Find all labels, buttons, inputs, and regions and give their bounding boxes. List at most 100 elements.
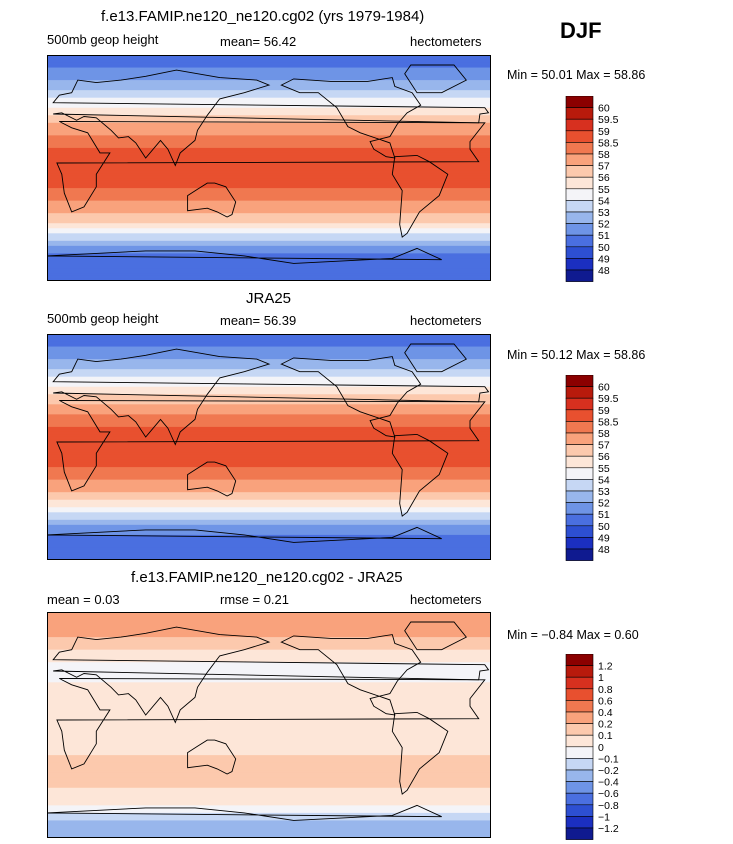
contour-band xyxy=(47,359,491,363)
contour-band xyxy=(47,238,491,242)
contour-band xyxy=(47,532,491,536)
contour-band xyxy=(47,381,491,385)
colorbar-swatch xyxy=(565,781,594,794)
contour-band xyxy=(47,692,491,696)
contour-band xyxy=(47,725,491,729)
colorbar-swatch xyxy=(565,234,594,248)
contour-band xyxy=(47,371,491,375)
contour-band xyxy=(47,489,491,493)
contour-band xyxy=(47,830,491,834)
contour-band xyxy=(47,223,491,227)
contour-band xyxy=(47,228,491,232)
contour-band xyxy=(47,157,491,162)
contour-band xyxy=(47,745,491,749)
contour-band xyxy=(47,709,491,714)
contour-band xyxy=(47,429,491,433)
contour-band xyxy=(47,100,491,104)
contour-band xyxy=(47,441,491,446)
contour-band xyxy=(47,411,491,415)
contour-band xyxy=(47,752,491,756)
contour-band xyxy=(47,699,491,703)
contour-band xyxy=(47,102,491,106)
contour-band xyxy=(47,519,491,523)
colorbar-tick-label: 56 xyxy=(598,451,610,463)
contour-band xyxy=(47,772,491,776)
contour-band xyxy=(47,356,491,360)
contour-band xyxy=(47,452,491,456)
contour-band xyxy=(47,344,491,348)
contour-band xyxy=(47,634,491,638)
contour-band xyxy=(47,707,491,711)
coastline xyxy=(280,356,422,438)
contour-band xyxy=(47,457,491,461)
colorbar-swatch xyxy=(565,455,594,469)
contour-band xyxy=(47,389,491,393)
colorbar-tick-label: 56 xyxy=(598,172,610,184)
colorbar-tick-label: 53 xyxy=(598,486,610,498)
colorbar-swatch xyxy=(565,200,594,213)
coastline xyxy=(56,400,486,492)
contour-band xyxy=(47,795,491,799)
panel-3-minmax: Min = −0.84 Max = 0.60 xyxy=(507,628,639,642)
colorbar-tick-label: 0.6 xyxy=(598,695,613,707)
colorbar-swatch xyxy=(565,246,594,259)
contour-band xyxy=(47,825,491,829)
contour-band xyxy=(47,767,491,771)
map-frame xyxy=(47,334,491,560)
contour-band xyxy=(47,755,491,759)
colorbar-swatch xyxy=(565,502,594,515)
contour-band xyxy=(47,522,491,526)
coastline xyxy=(187,182,237,218)
colorbar-swatch xyxy=(565,490,594,503)
contour-band xyxy=(47,70,491,74)
contour-band xyxy=(47,507,491,511)
panel-3-units-label: hectometers xyxy=(410,592,482,607)
contour-band xyxy=(47,554,491,559)
contour-band xyxy=(47,250,491,254)
contour-band xyxy=(47,674,491,678)
contour-band xyxy=(47,62,491,66)
contour-band xyxy=(47,810,491,814)
contour-band xyxy=(47,472,491,476)
contour-band xyxy=(47,168,491,172)
contour-band xyxy=(47,60,491,64)
contour-band xyxy=(47,547,491,551)
contour-band xyxy=(47,524,491,528)
contour-band xyxy=(47,462,491,466)
contour-band xyxy=(47,175,491,179)
contour-band xyxy=(47,792,491,796)
contour-band xyxy=(47,80,491,84)
contour-band xyxy=(47,835,491,838)
colorbar-swatch xyxy=(565,397,594,411)
colorbar-tick-label: −0.1 xyxy=(598,753,619,765)
contour-band xyxy=(47,424,491,428)
contour-band xyxy=(47,775,491,779)
contour-band xyxy=(47,812,491,816)
contour-band xyxy=(47,499,491,503)
contour-band xyxy=(47,351,491,355)
contour-band xyxy=(47,162,491,167)
contour-band xyxy=(47,822,491,827)
contour-band xyxy=(47,230,491,234)
contour-band xyxy=(47,434,491,438)
contour-band xyxy=(47,624,491,628)
contour-band xyxy=(47,494,491,498)
contour-band xyxy=(47,391,491,395)
contour-band xyxy=(47,617,491,621)
contour-band xyxy=(47,82,491,86)
colorbar-tick-label: 49 xyxy=(598,253,610,265)
contour-band xyxy=(47,780,491,784)
contour-band xyxy=(47,529,491,533)
coastline xyxy=(391,433,449,517)
contour-band xyxy=(47,336,491,340)
colorbar-swatch xyxy=(565,665,594,678)
colorbar-swatch xyxy=(565,654,594,666)
colorbar-swatch xyxy=(565,688,594,701)
colorbar-tick-label: 58 xyxy=(598,428,610,440)
contour-band xyxy=(47,361,491,365)
colorbar-tick-label: −0.6 xyxy=(598,788,619,800)
colorbar-swatch xyxy=(565,711,594,724)
contour-band xyxy=(47,268,491,272)
contour-band xyxy=(47,406,491,410)
contour-band xyxy=(47,770,491,774)
